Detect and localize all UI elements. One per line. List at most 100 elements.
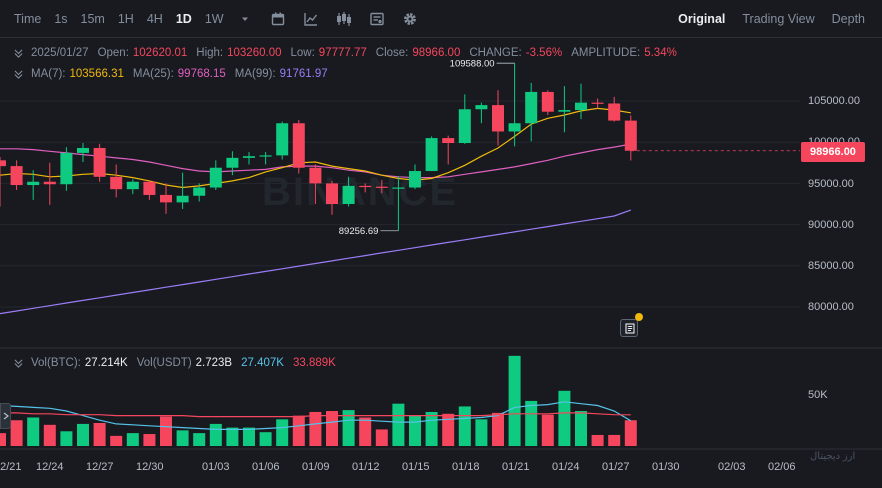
candle-date: 2025/01/27 [31,47,89,59]
volume-bar [475,419,488,446]
ma25-label: MA(25): [132,68,174,80]
chevron-right-icon [3,412,9,420]
volume-bar [93,423,106,446]
interval-15m[interactable]: 15m [80,11,105,26]
candle-body [10,166,23,186]
candle-body [77,147,89,153]
x-tick-01-30: 01/30 [652,461,680,473]
indicators-icon[interactable] [303,11,319,27]
interval-1d[interactable]: 1D [175,11,192,26]
collapse-chevron-icon[interactable] [14,49,23,58]
view-trading-view[interactable]: Trading View [742,11,815,26]
candle-body [375,186,388,188]
volume-bar [292,415,305,446]
settings-gear-icon[interactable] [402,11,418,27]
volume-bar [176,430,189,446]
volume-bar [558,390,571,446]
volume-bar [309,411,322,446]
interval-1s[interactable]: 1s [54,11,68,26]
volume-bar [43,424,56,446]
volume-bar [60,431,73,446]
x-tick-01-18: 01/18 [452,461,480,473]
amplitude-label: AMPLITUDE: [571,47,641,59]
candle-body [624,120,637,151]
volume-bar [508,355,521,446]
candle-body [126,181,139,190]
volume-bar [276,419,289,446]
vol-tick-50k: 50K [808,389,828,401]
volume-bar [409,415,421,446]
amplitude-value: 5.34% [644,47,677,59]
volume-bar [0,433,6,446]
volume-bar [259,432,272,446]
volume-bar [458,406,471,446]
candle-body [475,105,488,110]
interval-1h[interactable]: 1H [117,11,134,26]
chart-toolbar: Time 1s 15m 1H 4H 1D 1W Original Trading… [0,0,882,38]
volume-bar [342,410,355,446]
x-tick-12-27: 12/27 [86,461,114,473]
volume-bar [591,434,604,446]
high-value: 103260.00 [227,47,282,59]
candle-body [508,123,521,132]
candle-body [143,181,156,195]
candle-body [608,103,621,121]
y-tick-80000: 80000.00 [808,301,854,313]
vol-btc-label: Vol(BTC): [31,357,81,369]
candle-body [226,157,239,168]
ma-info-row: MA(7): 103566.31 MA(25): 99768.15 MA(99)… [14,68,337,80]
candle-body [60,152,73,185]
open-value: 102620.01 [132,47,188,59]
volume-bar [193,433,206,446]
vol-ma-b-line [0,412,631,418]
volume-bar [126,433,139,446]
candle-body [209,167,222,188]
ma25-value: 99768.15 [177,68,226,80]
candle-body [176,195,189,203]
x-tick-12-21: 12/21 [0,461,22,473]
x-tick-01-21: 01/21 [502,461,530,473]
candle-body [110,176,123,190]
notification-dot [635,313,643,321]
x-tick-12-24: 12/24 [36,461,64,473]
x-tick-12-30: 12/30 [136,461,164,473]
view-original[interactable]: Original [678,11,726,26]
candle-body [193,187,206,196]
candle-style-icon[interactable] [336,11,352,27]
volume-info-row: Vol(BTC): 27.214K Vol(USDT) 2.723B 27.40… [14,357,345,369]
collapse-chevron-icon[interactable] [14,70,23,79]
x-tick-01-24: 01/24 [552,461,580,473]
volume-bar [326,411,338,446]
candle-body [409,171,421,188]
vol-ma-b-value: 33.889K [292,357,336,369]
volume-bar [392,403,405,446]
templates-icon[interactable] [369,11,385,27]
volume-bar [10,420,23,446]
candle-body [243,156,255,158]
volume-bar [27,417,40,446]
x-tick-01-15: 01/15 [402,461,430,473]
volume-bar [110,435,123,446]
calendar-icon[interactable] [270,11,286,27]
candle-body [43,181,56,185]
vol-btc-value: 27.214K [84,357,128,369]
candle-body [27,181,40,186]
open-label: Open: [97,47,129,59]
candle-body [575,102,587,111]
volume-bar [77,423,89,446]
ma99-value: 91761.97 [279,68,328,80]
ma99-line [0,209,632,315]
news-button[interactable] [620,319,638,337]
candle-body [525,91,538,124]
candle-body [292,123,305,168]
view-depth[interactable]: Depth [831,11,865,26]
interval-1w[interactable]: 1W [204,11,224,26]
collapse-chevron-icon[interactable] [14,359,23,368]
more-intervals-caret-icon[interactable] [237,11,253,27]
volume-bar [442,413,455,446]
ma7-value: 103566.31 [69,68,124,80]
x-tick-01-06: 01/06 [252,461,280,473]
pane-resize-handle[interactable] [0,403,11,429]
interval-4h[interactable]: 4H [146,11,163,26]
